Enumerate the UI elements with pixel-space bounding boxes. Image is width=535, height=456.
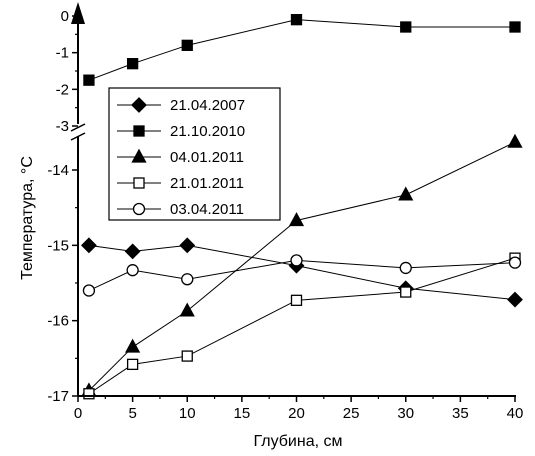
data-point-2-4 [398,186,414,201]
y-tick-label: -14 [47,162,69,179]
series-line-4 [88,259,516,291]
y-tick-label: -16 [47,313,69,330]
data-point-4-1 [126,264,139,277]
data-point-2-5 [507,133,523,148]
data-point-4-0 [82,284,96,297]
data-point-4-3 [290,254,303,267]
data-point-3-1 [126,358,139,371]
legend: 21.04.2007 21.10.2010 04.01.2011 21.01.2011… [108,87,281,221]
data-point-2-2 [179,302,195,317]
legend-marker-0 [131,97,147,113]
data-point-4-5 [508,256,522,269]
data-point-0-0 [81,237,97,254]
series-line-3 [88,257,516,395]
tick-labels: 0 -1 -2 -3 -14 -15 -16 -17 0 5 10 15 20 25 30 35 40 [47,8,523,422]
y-tick-label: -17 [47,388,69,405]
legend-label-2: 04.01.2011 [170,149,244,166]
data-point-3-2 [181,350,193,362]
legend-marker-3 [133,177,145,189]
series-markers [81,14,523,400]
y-tick-label: 0 [61,8,69,25]
legend-label-1: 21.10.2010 [170,123,245,140]
series-line-0 [88,244,516,301]
data-point-0-1 [124,243,141,260]
x-tick-label: 25 [343,405,360,422]
data-point-1-5 [509,21,521,33]
data-point-1-4 [400,21,412,33]
legend-label-3: 21.01.2011 [170,175,244,192]
data-point-0-2 [179,237,196,254]
data-point-1-2 [181,39,193,51]
data-point-4-2 [181,273,194,286]
data-point-1-3 [290,14,303,26]
x-tick-label: 35 [452,405,469,422]
series-line-1 [88,19,515,81]
data-point-1-0 [83,74,95,86]
y-axis-title: Температура, °С [19,156,36,280]
y-tick-label: -15 [47,237,69,254]
x-tick-label: 40 [507,405,524,422]
data-point-3-0 [83,388,95,400]
x-tick-label: 10 [179,405,196,422]
y-axis-arrow [71,2,85,24]
x-tick-label: 15 [234,405,251,422]
data-point-0-5 [507,291,523,308]
legend-marker-4 [132,202,146,216]
legend-label-4: 03.04.2011 [170,201,244,218]
data-point-3-3 [290,294,303,306]
y-tick-label: -2 [56,81,69,98]
data-point-3-4 [400,286,412,298]
data-point-4-4 [399,261,412,275]
data-point-1-1 [126,58,139,70]
x-axis-title: Глубина, см [253,433,342,450]
y-axis-break-mark [70,123,86,132]
x-tick-label: 20 [288,405,305,422]
x-tick-label: 5 [128,405,136,422]
legend-marker-1 [133,125,145,137]
y-tick-label: -1 [56,45,69,62]
data-point-2-1 [125,338,141,353]
legend-label-0: 21.04.2007 [170,97,245,114]
legend-marker-2 [131,148,147,163]
series-line-2 [88,141,516,392]
y-tick-label: -3 [56,118,69,135]
x-tick-label: 30 [397,405,414,422]
data-point-2-3 [288,212,305,227]
x-tick-label: 0 [74,405,82,422]
series-lines [88,19,516,395]
axes [70,2,516,402]
